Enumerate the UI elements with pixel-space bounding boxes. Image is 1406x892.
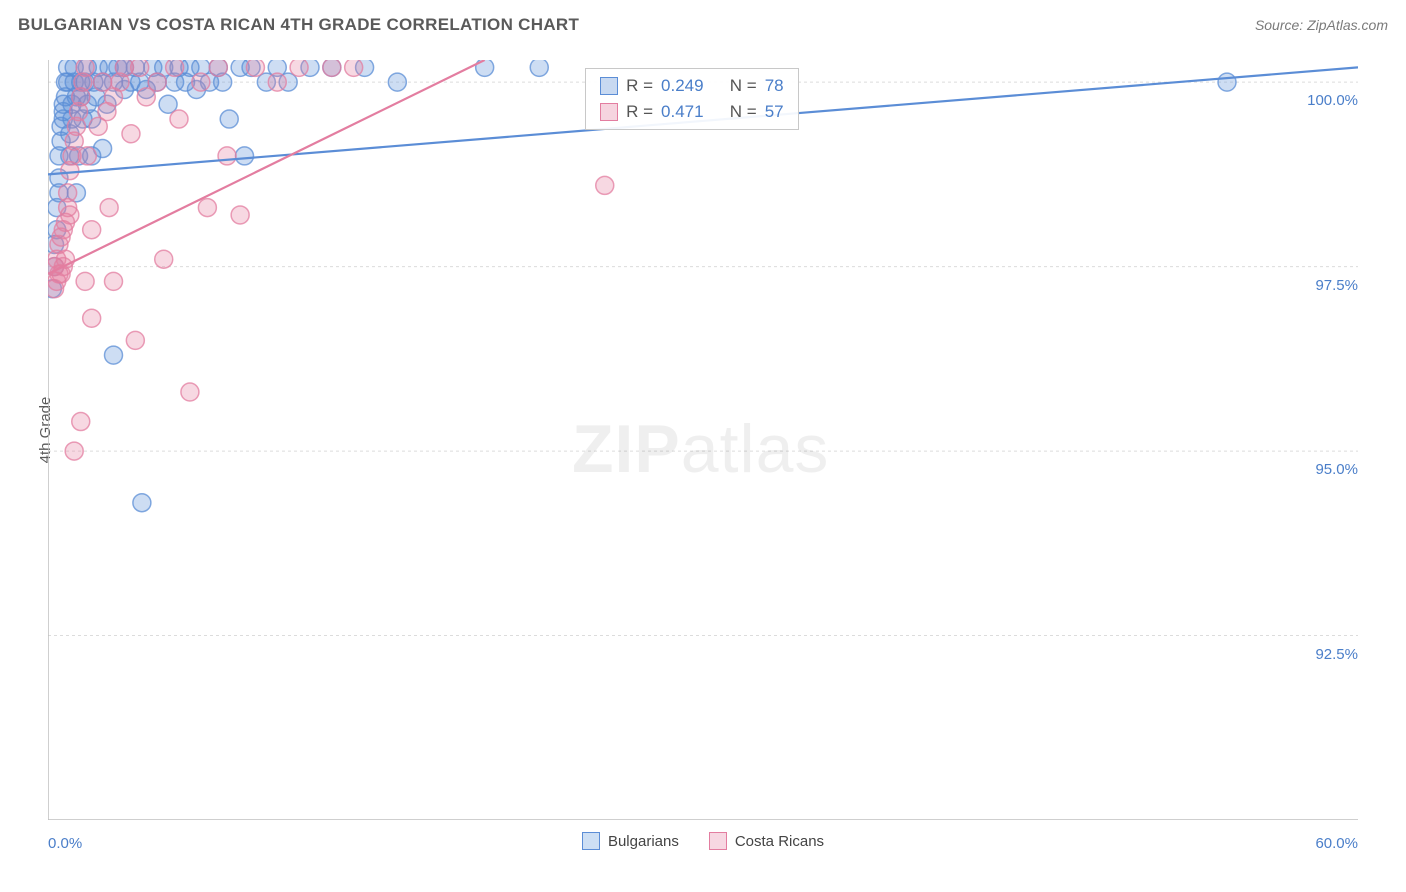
scatter-plot: R =0.249 N =78R =0.471 N =57 ZIPatlas: [48, 60, 1358, 820]
legend-label: Bulgarians: [608, 833, 679, 850]
legend-label: Costa Ricans: [735, 833, 824, 850]
n-label: N =: [725, 102, 757, 122]
r-label: R =: [626, 102, 653, 122]
legend-swatch: [709, 832, 727, 850]
series-legend: Bulgarians Costa Ricans: [0, 832, 1406, 850]
chart-source: Source: ZipAtlas.com: [1255, 17, 1388, 33]
y-tick-label: 92.5%: [1298, 646, 1358, 663]
n-value: 57: [765, 102, 784, 122]
r-value: 0.471: [661, 102, 717, 122]
legend-swatch: [600, 103, 618, 121]
y-tick-label: 97.5%: [1298, 277, 1358, 294]
plot-svg: [48, 60, 1358, 820]
legend-item: Bulgarians: [582, 832, 679, 850]
correlation-row: R = 0.471 N = 57: [586, 99, 798, 125]
n-label: N =: [725, 76, 757, 96]
legend-swatch: [600, 77, 618, 95]
chart-header: BULGARIAN VS COSTA RICAN 4TH GRADE CORRE…: [0, 0, 1406, 50]
n-value: 78: [765, 76, 784, 96]
y-tick-label: 95.0%: [1298, 461, 1358, 478]
y-tick-label: 100.0%: [1298, 92, 1358, 109]
chart-title: BULGARIAN VS COSTA RICAN 4TH GRADE CORRE…: [18, 15, 579, 35]
correlation-legend: R = 0.249 N = 78 R = 0.471 N = 57: [585, 68, 799, 130]
r-label: R =: [626, 76, 653, 96]
legend-swatch: [582, 832, 600, 850]
correlation-row: R = 0.249 N = 78: [586, 73, 798, 99]
legend-item: Costa Ricans: [709, 832, 824, 850]
r-value: 0.249: [661, 76, 717, 96]
